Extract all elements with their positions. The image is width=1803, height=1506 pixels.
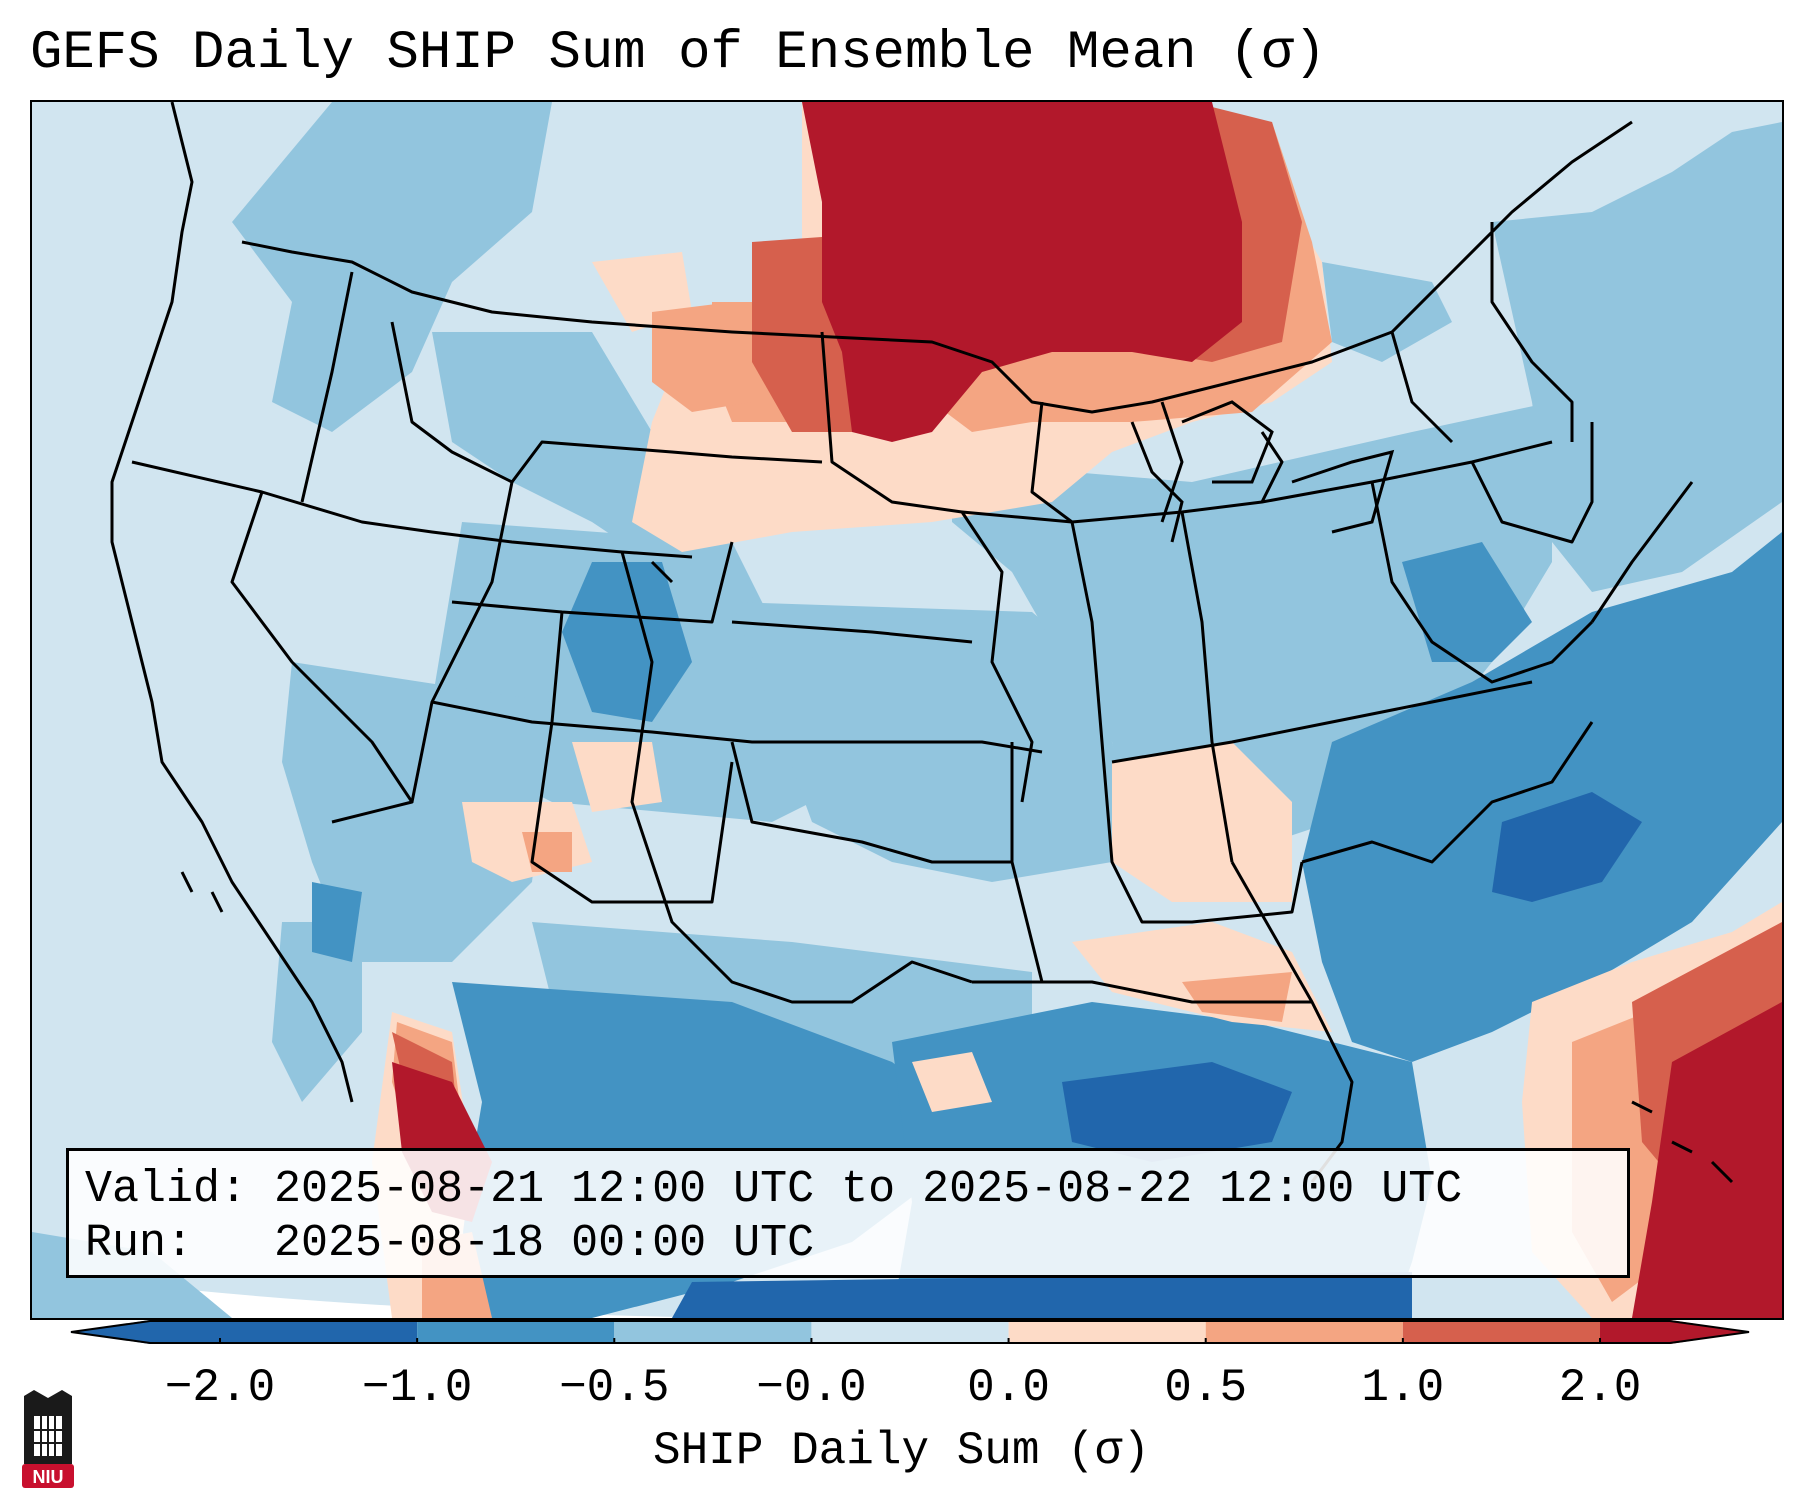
valid-value: 2025-08-21 12:00 UTC to 2025-08-22 12:00… (274, 1164, 1463, 1215)
valid-row: Valid: 2025-08-21 12:00 UTC to 2025-08-2… (85, 1163, 1611, 1217)
anomaly-field-minus-3 (672, 792, 1642, 1318)
colorbar-segment (811, 1320, 1009, 1344)
colorbar-tick-label: 0.0 (967, 1362, 1050, 1414)
colorbar-segment (1205, 1320, 1403, 1344)
colorbar-title: SHIP Daily Sum (σ) (653, 1425, 1150, 1477)
state-boundaries (110, 102, 1694, 1183)
colorbar-segment (417, 1320, 615, 1344)
colorbar-segment (1402, 1320, 1600, 1344)
colorbar-segment (220, 1320, 418, 1344)
coastline-details (180, 400, 1734, 1184)
map-panel (30, 100, 1784, 1320)
colorbar-tick-label: −1.0 (361, 1362, 473, 1414)
niu-logo: NIU (22, 1390, 74, 1488)
colorbar-extend-high (1600, 1320, 1750, 1344)
colorbar-extend-low (70, 1320, 220, 1344)
valid-label: Valid: (85, 1164, 248, 1215)
colorbar-tick-label: 1.0 (1361, 1362, 1445, 1414)
run-row: Run: 2025-08-18 00:00 UTC (85, 1217, 1611, 1271)
colorbar-tick-label: −0.0 (756, 1362, 867, 1414)
run-label: Run: (85, 1218, 194, 1269)
colorbar-outline (70, 1320, 1750, 1344)
colorbar-tick-label: 2.0 (1558, 1362, 1642, 1414)
colorbar (70, 1320, 1750, 1344)
logo-text: NIU (33, 1467, 64, 1487)
colorbar-tick-label: 0.5 (1164, 1362, 1248, 1414)
anomaly-map (32, 102, 1782, 1318)
colorbar-segment (614, 1320, 812, 1344)
anomaly-field-minus-1 (32, 102, 1782, 1318)
page-title: GEFS Daily SHIP Sum of Ensemble Mean (σ) (30, 23, 1327, 84)
run-value: 2025-08-18 00:00 UTC (274, 1218, 815, 1269)
logo-band (22, 1464, 74, 1488)
colorbar-segment (1008, 1320, 1206, 1344)
valid-run-box: Valid: 2025-08-21 12:00 UTC to 2025-08-2… (66, 1148, 1630, 1278)
colorbar-tick-label: −2.0 (164, 1362, 276, 1414)
colorbar-tick-label: −0.5 (559, 1362, 670, 1414)
